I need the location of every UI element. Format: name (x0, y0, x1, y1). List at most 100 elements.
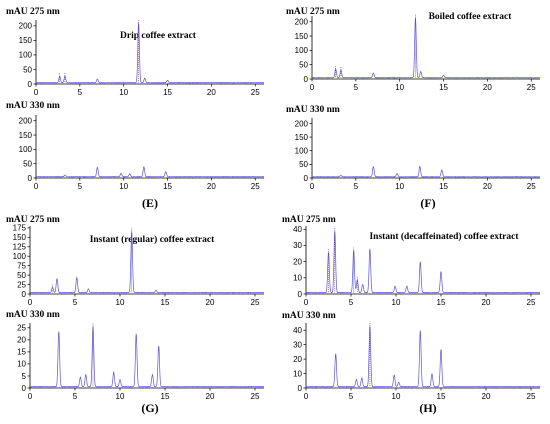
x-tick-label: 0 (304, 298, 309, 307)
panel-F-top-plot: 0 50 100 150 200 0 5 10 15 20 25 (295, 14, 541, 92)
y-tick-label: 0 (28, 80, 33, 89)
y-tick-label: 150 (295, 32, 309, 41)
y-tick-label: 10 (293, 369, 302, 378)
x-tick-label: 25 (251, 182, 260, 191)
panel-F-letter: (F) (420, 196, 435, 210)
y-tick-label: 100 (13, 252, 27, 261)
x-tick-label: 10 (395, 182, 404, 191)
x-tick-label: 20 (483, 182, 492, 191)
y-tick-label: 100 (19, 51, 33, 60)
chromatogram-trace (35, 166, 265, 178)
x-tick-label: 15 (439, 182, 448, 191)
y-tick-label: 50 (299, 60, 308, 69)
x-tick-label: 5 (354, 182, 359, 191)
chromatogram-trace (35, 22, 265, 84)
panel-H-letter: (H) (419, 401, 436, 415)
chromatogram-trace (311, 17, 541, 79)
panel-H-top-ylabel: mAU 275 nm (282, 215, 336, 225)
x-tick-label: 20 (206, 298, 215, 307)
chromatogram-trace (29, 326, 265, 388)
y-tick-label: 75 (17, 261, 26, 270)
x-tick-label: 20 (207, 88, 216, 97)
x-tick-label: 0 (304, 392, 309, 401)
panel-E-top-ylabel: mAU 275 nm (6, 7, 60, 17)
x-tick-label: 15 (163, 182, 172, 191)
x-tick-label: 25 (527, 83, 536, 92)
x-tick-label: 5 (73, 298, 78, 307)
panel-H-top-plot: 0 10 20 30 40 0 5 10 15 20 25 (293, 225, 541, 307)
panel-G-bottom-plot: 0 5 10 15 20 25 0 5 10 15 20 25 (17, 323, 265, 401)
x-tick-label: 10 (395, 83, 404, 92)
y-tick-label: 150 (13, 233, 27, 242)
panel-G: mAU 275 nm Instant (regular) coffee extr… (6, 215, 265, 415)
y-tick-label: 200 (295, 119, 309, 128)
y-tick-label: 15 (17, 348, 26, 357)
x-tick-label: 10 (392, 298, 401, 307)
panel-G-letter: (G) (141, 401, 158, 415)
chromatogram-trace (311, 165, 541, 178)
panel-G-bottom-ylabel: mAU 330 nm (6, 310, 60, 320)
y-tick-label: 150 (295, 133, 309, 142)
panel-G-top-ylabel: mAU 275 nm (6, 215, 60, 225)
y-tick-label: 0 (298, 290, 303, 299)
panel-E-top-plot: 0 50 100 150 200 0 5 10 15 20 25 (19, 20, 265, 97)
x-tick-label: 10 (116, 298, 125, 307)
x-tick-label: 5 (354, 83, 359, 92)
x-tick-label: 25 (251, 298, 260, 307)
y-tick-label: 200 (19, 22, 33, 31)
y-tick-label: 10 (17, 360, 26, 369)
panel-E-bottom-plot: 0 50 100 150 200 0 5 10 15 20 25 (19, 115, 265, 191)
y-tick-label: 0 (28, 174, 33, 183)
y-tick-label: 50 (23, 65, 32, 74)
y-tick-label: 50 (17, 271, 26, 280)
y-tick-label: 0 (22, 384, 27, 393)
x-tick-label: 25 (527, 182, 536, 191)
y-tick-label: 20 (293, 355, 302, 364)
x-tick-label: 10 (119, 88, 128, 97)
x-tick-label: 10 (119, 182, 128, 191)
y-tick-label: 125 (13, 243, 27, 252)
x-tick-label: 15 (161, 392, 170, 401)
x-tick-label: 0 (28, 392, 33, 401)
x-tick-label: 25 (527, 298, 536, 307)
y-tick-label: 25 (17, 280, 26, 289)
y-tick-label: 40 (293, 225, 302, 234)
y-tick-label: 175 (13, 224, 27, 233)
panel-H-title: Instant (decaffeinated) coffee extract (369, 231, 519, 242)
x-tick-label: 0 (34, 88, 39, 97)
chromatogram-trace (305, 231, 541, 294)
x-tick-label: 5 (73, 392, 78, 401)
panel-F: mAU 275 nm Boiled coffee extract 0501001… (286, 7, 541, 210)
y-tick-label: 0 (304, 75, 309, 84)
x-tick-label: 25 (527, 392, 536, 401)
x-tick-label: 20 (482, 298, 491, 307)
x-tick-label: 5 (349, 392, 354, 401)
panel-E-title: Drip coffee extract (120, 31, 197, 41)
y-tick-label: 30 (293, 241, 302, 250)
panel-H-bottom-ylabel: mAU 330 nm (282, 311, 336, 321)
x-tick-label: 15 (161, 298, 170, 307)
y-tick-label: 50 (299, 160, 308, 169)
x-tick-label: 20 (207, 182, 216, 191)
y-tick-label: 100 (295, 147, 309, 156)
x-tick-label: 15 (437, 392, 446, 401)
y-tick-label: 150 (19, 36, 33, 45)
panel-E-letter: (E) (142, 196, 158, 210)
x-tick-label: 15 (439, 83, 448, 92)
x-tick-label: 5 (78, 182, 83, 191)
panel-H: mAU 275 nm Instant (decaffeinated) coffe… (282, 215, 541, 415)
x-tick-label: 20 (206, 392, 215, 401)
x-tick-label: 25 (251, 88, 260, 97)
y-tick-label: 5 (22, 372, 27, 381)
y-tick-label: 200 (19, 117, 33, 126)
y-tick-label: 30 (293, 340, 302, 349)
panel-G-title: Instant (regular) coffee extract (90, 234, 215, 245)
panel-F-title: Boiled coffee extract (429, 12, 513, 22)
panel-E-bottom-ylabel: mAU 330 nm (6, 101, 60, 111)
x-tick-label: 15 (437, 298, 446, 307)
y-tick-label: 40 (293, 326, 302, 335)
x-tick-label: 10 (392, 392, 401, 401)
y-tick-label: 10 (293, 274, 302, 283)
